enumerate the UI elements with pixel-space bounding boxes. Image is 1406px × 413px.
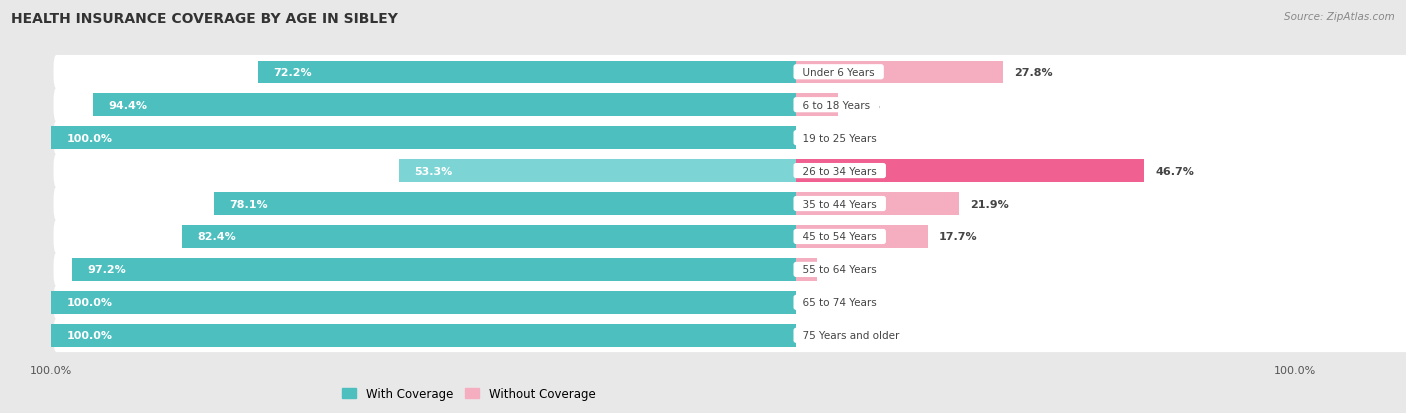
- Bar: [399, 160, 796, 183]
- Text: 72.2%: 72.2%: [273, 68, 312, 78]
- FancyBboxPatch shape: [53, 56, 1406, 89]
- Text: 100.0%: 100.0%: [66, 133, 112, 143]
- FancyBboxPatch shape: [53, 253, 1406, 287]
- Bar: [796, 259, 817, 281]
- Text: 46.7%: 46.7%: [1156, 166, 1194, 176]
- Text: 45 to 54 Years: 45 to 54 Years: [796, 232, 883, 242]
- Text: 35 to 44 Years: 35 to 44 Years: [796, 199, 883, 209]
- Text: 0.0%: 0.0%: [807, 298, 838, 308]
- FancyBboxPatch shape: [53, 220, 1406, 254]
- Text: Source: ZipAtlas.com: Source: ZipAtlas.com: [1284, 12, 1395, 22]
- Text: 100.0%: 100.0%: [1274, 365, 1316, 375]
- Text: 75 Years and older: 75 Years and older: [796, 330, 905, 340]
- Bar: [796, 62, 1002, 84]
- Text: 100.0%: 100.0%: [66, 298, 112, 308]
- Bar: [51, 127, 796, 150]
- Text: 65 to 74 Years: 65 to 74 Years: [796, 298, 883, 308]
- Bar: [183, 226, 796, 248]
- Text: 78.1%: 78.1%: [229, 199, 269, 209]
- Text: 21.9%: 21.9%: [970, 199, 1010, 209]
- FancyBboxPatch shape: [53, 286, 1406, 319]
- Bar: [259, 62, 796, 84]
- FancyBboxPatch shape: [53, 89, 1406, 122]
- Bar: [796, 226, 928, 248]
- Text: 0.0%: 0.0%: [807, 133, 838, 143]
- FancyBboxPatch shape: [53, 319, 1406, 352]
- Legend: With Coverage, Without Coverage: With Coverage, Without Coverage: [337, 382, 600, 405]
- Text: 27.8%: 27.8%: [1014, 68, 1053, 78]
- Bar: [796, 193, 959, 215]
- Text: 100.0%: 100.0%: [66, 330, 112, 340]
- Text: 5.6%: 5.6%: [849, 100, 880, 110]
- Text: 6 to 18 Years: 6 to 18 Years: [796, 100, 877, 110]
- Text: 19 to 25 Years: 19 to 25 Years: [796, 133, 883, 143]
- Text: 94.4%: 94.4%: [108, 100, 146, 110]
- FancyBboxPatch shape: [53, 187, 1406, 221]
- Bar: [214, 193, 796, 215]
- Text: 97.2%: 97.2%: [87, 265, 125, 275]
- Text: 0.0%: 0.0%: [807, 330, 838, 340]
- Text: 26 to 34 Years: 26 to 34 Years: [796, 166, 883, 176]
- Bar: [51, 324, 796, 347]
- Text: 100.0%: 100.0%: [30, 365, 73, 375]
- Text: 2.8%: 2.8%: [828, 265, 859, 275]
- Bar: [796, 160, 1144, 183]
- Text: 53.3%: 53.3%: [413, 166, 453, 176]
- FancyBboxPatch shape: [53, 121, 1406, 155]
- Bar: [93, 94, 796, 116]
- Text: 17.7%: 17.7%: [939, 232, 977, 242]
- Text: Under 6 Years: Under 6 Years: [796, 68, 882, 78]
- Text: 55 to 64 Years: 55 to 64 Years: [796, 265, 883, 275]
- Text: 82.4%: 82.4%: [197, 232, 236, 242]
- Bar: [796, 94, 838, 116]
- Text: HEALTH INSURANCE COVERAGE BY AGE IN SIBLEY: HEALTH INSURANCE COVERAGE BY AGE IN SIBL…: [11, 12, 398, 26]
- Bar: [72, 259, 796, 281]
- FancyBboxPatch shape: [53, 154, 1406, 188]
- Bar: [51, 292, 796, 314]
